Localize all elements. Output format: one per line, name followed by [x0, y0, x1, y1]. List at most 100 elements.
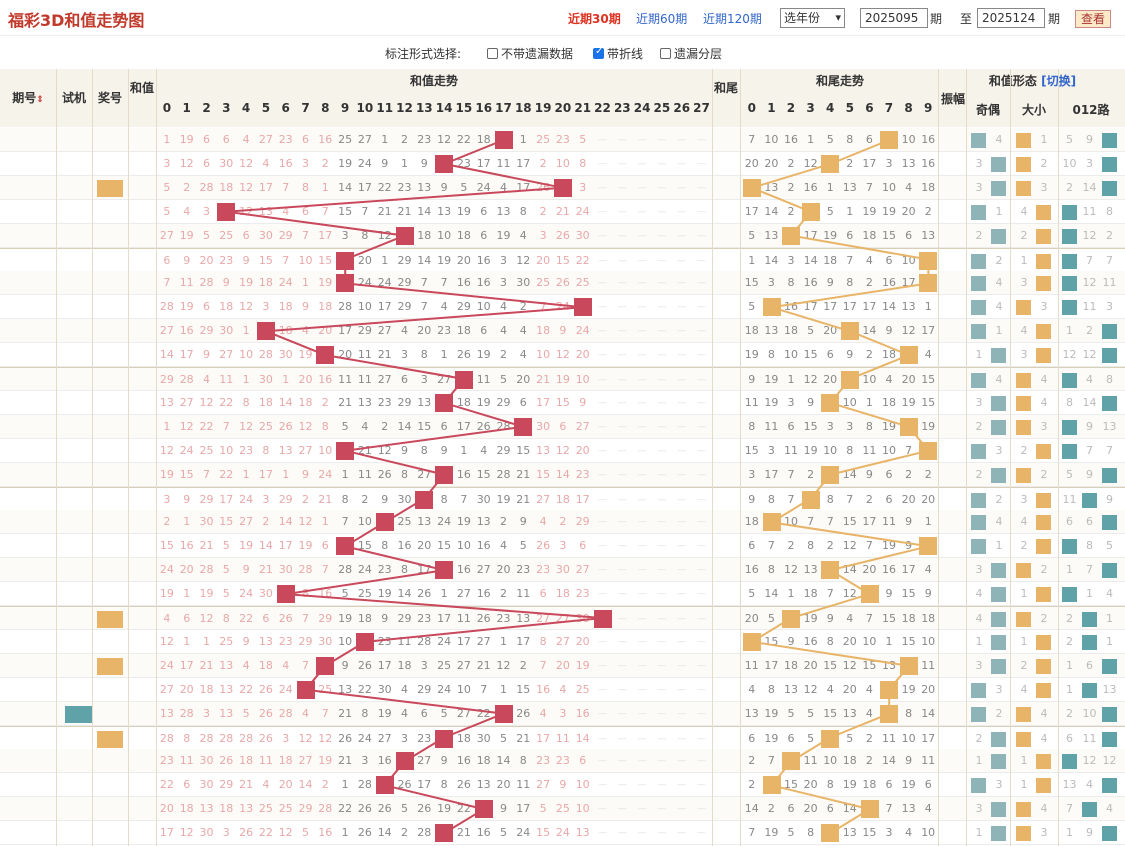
omission-cell: — [617, 780, 627, 791]
tail-hit [821, 729, 840, 748]
omission-cell: 18 [318, 300, 333, 314]
omission-cell: — [597, 230, 607, 241]
omission-cell: 20 [823, 324, 838, 338]
omission-cell: 22 [219, 467, 234, 481]
omission-cell: 5 [1066, 133, 1073, 146]
omission-cell: 8 [361, 228, 369, 242]
recent-120-link[interactable]: 近期120期 [703, 12, 762, 26]
omission-cell: 20 [496, 563, 511, 577]
omission-cell: 4 [499, 180, 507, 194]
omission-cell: 25 [318, 682, 333, 696]
omission-cell: 1 [787, 373, 795, 386]
omission-cell: 30 [258, 587, 273, 601]
omission-cell: 14 [417, 204, 432, 218]
omission-cell: 6 [183, 778, 191, 792]
omission-cell: 29 [496, 443, 511, 457]
omission-cell: 8 [767, 682, 775, 696]
option-no-missing[interactable]: 不带遗漏数据 [487, 45, 573, 62]
bigsmall-tag [1036, 515, 1051, 531]
issue-cell [2, 271, 56, 295]
omission-cell: 6 [865, 133, 873, 146]
omission-cell: 19 [881, 539, 896, 553]
omission-cell: 10 [357, 515, 372, 529]
view-button[interactable]: 查看 [1075, 10, 1111, 28]
omission-cell: 11 [516, 587, 531, 601]
sum-col-7: 7 [301, 101, 310, 115]
omission-cell: 10 [456, 539, 471, 553]
omission-cell: 14 [881, 754, 896, 768]
omission-cell: 19 [764, 731, 779, 745]
col-issue[interactable]: 期号⇕ [12, 91, 44, 105]
omission-cell: 19 [239, 539, 254, 553]
from-issue-input[interactable]: 2025095 [860, 8, 928, 28]
omission-cell: 5 [222, 539, 230, 553]
omission-cell: 9 [826, 612, 834, 625]
omission-cell: 5 [202, 228, 210, 242]
omission-cell: 3 [499, 253, 507, 267]
omission-cell: 9 [807, 395, 815, 409]
checkbox-checked-icon[interactable] [593, 46, 604, 59]
omission-cell: 3 [975, 658, 983, 672]
omission-cell: 8 [846, 276, 854, 290]
checkbox-icon[interactable] [660, 48, 671, 59]
amp-value [938, 368, 966, 392]
omission-cell: 17 [377, 658, 392, 672]
oddeven-tag [991, 612, 1006, 627]
tail-hit [919, 251, 938, 270]
omission-cell: 10 [318, 443, 333, 457]
recent-30-link[interactable]: 近期30期 [568, 12, 621, 26]
year-select[interactable]: 选年份 [780, 8, 845, 28]
omission-cell: 16 [921, 156, 936, 170]
omission-cell: — [637, 278, 647, 289]
omission-cell: 14 [377, 826, 392, 840]
omission-cell: 17 [417, 563, 432, 577]
sum-col-6: 6 [281, 101, 290, 115]
omission-cell: 23 [377, 634, 392, 648]
sum-hit [316, 656, 335, 675]
to-issue-input[interactable]: 2025124 [977, 8, 1045, 28]
omission-cell: 2 [924, 204, 932, 218]
prize-number [92, 295, 128, 319]
omission-cell: 30 [199, 515, 214, 529]
omission-cell: 4 [826, 682, 834, 696]
issue-cell [2, 249, 56, 273]
omission-cell: — [696, 589, 706, 600]
omission-cell: 3 [995, 682, 1003, 696]
test-number [56, 271, 92, 295]
omission-cell: 9 [905, 539, 913, 553]
omission-cell: 16 [476, 276, 491, 290]
prize-number [92, 727, 128, 751]
test-number [56, 463, 92, 487]
recent-60-link[interactable]: 近期60期 [636, 12, 688, 26]
test-number [56, 821, 92, 845]
omission-cell: 3 [420, 658, 428, 672]
test-number [56, 224, 92, 248]
omission-cell: 12 [842, 658, 857, 672]
omission-cell: 4 [975, 612, 983, 625]
col-test: 试机 [61, 91, 86, 105]
omission-cell: 19 [377, 706, 392, 720]
amp-value [938, 343, 966, 367]
omission-cell: 17 [417, 778, 432, 792]
checkbox-icon[interactable] [487, 48, 498, 59]
bigsmall-tag [1016, 180, 1031, 196]
amp-value [938, 749, 966, 773]
option-layer[interactable]: 遗漏分层 [660, 45, 722, 62]
table-row: 24 20 28 5 9 21 30 28 7 28 24 23 8 17 16 27 20 23 23 30 27— —… [0, 558, 1125, 583]
tail-hit [821, 824, 840, 843]
omission-cell: — [696, 469, 706, 480]
omission-cell: — [657, 494, 667, 505]
omission-cell: — [696, 517, 706, 528]
sum-value [128, 249, 156, 273]
omission-cell: 7 [1086, 563, 1093, 577]
tail-hit [782, 752, 801, 771]
omission-cell: 16 [456, 276, 471, 290]
road-tag [1062, 276, 1077, 292]
sum-hit [494, 704, 513, 723]
omission-cell: 16 [881, 563, 896, 577]
sum-col-14: 14 [435, 101, 453, 115]
option-line[interactable]: 带折线 [593, 45, 643, 62]
sort-icon[interactable]: ⇕ [36, 95, 44, 105]
omission-cell: 16 [783, 133, 798, 146]
omission-cell: 12 [1102, 754, 1117, 768]
